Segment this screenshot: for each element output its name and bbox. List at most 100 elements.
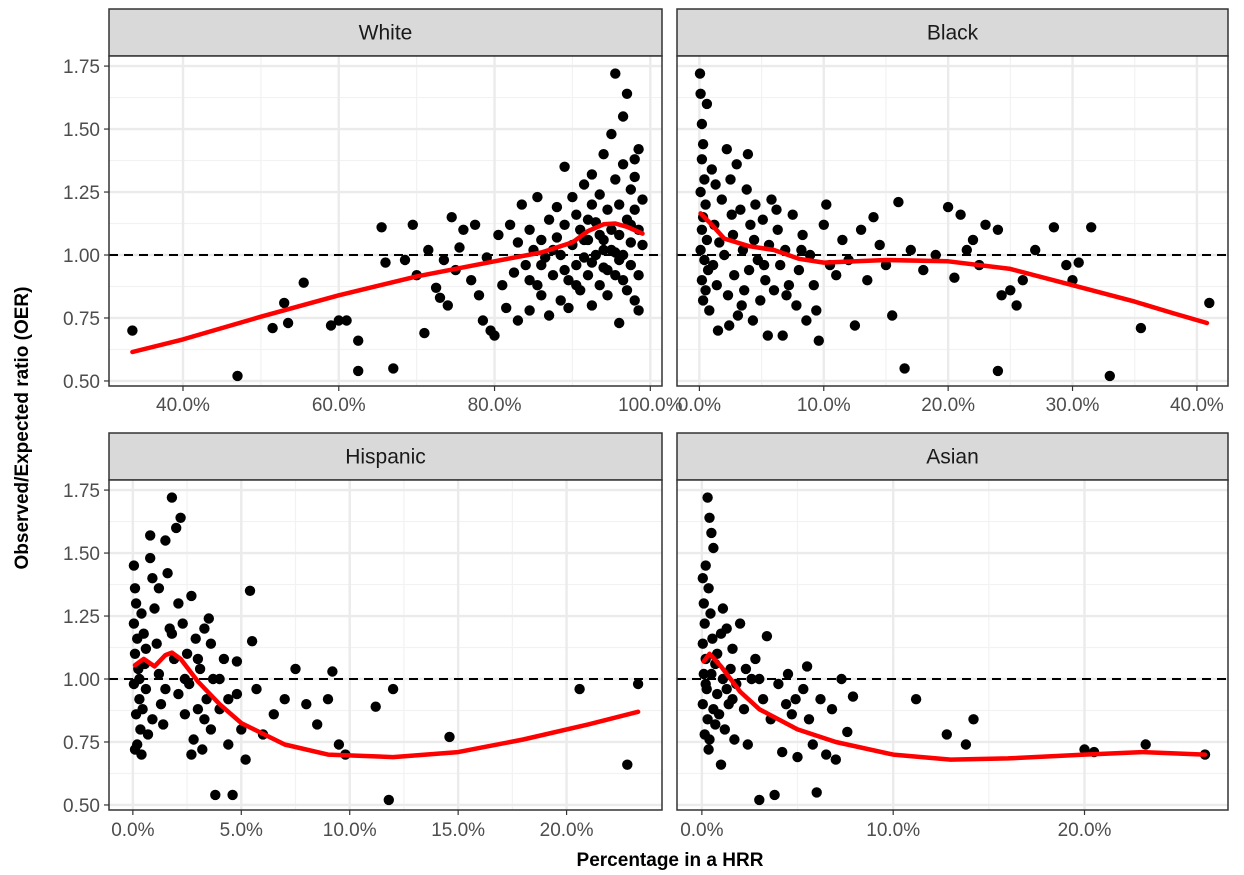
data-point: [341, 315, 352, 326]
data-point: [1140, 739, 1151, 750]
data-point: [423, 244, 434, 256]
data-point: [727, 694, 738, 705]
data-point: [166, 492, 178, 503]
data-point: [151, 638, 162, 649]
data-point: [831, 270, 842, 281]
data-point: [1086, 222, 1097, 233]
data-point: [175, 512, 186, 523]
x-tick-label: 10.0%: [797, 395, 851, 416]
data-point: [567, 191, 578, 203]
data-point: [383, 794, 394, 806]
data-point: [201, 694, 212, 705]
data-point: [532, 191, 543, 203]
data-point: [571, 209, 582, 220]
x-tick-label: 40.0%: [1170, 395, 1224, 416]
data-point: [862, 275, 873, 286]
data-point: [192, 704, 204, 715]
data-point: [830, 754, 841, 765]
data-point: [757, 694, 769, 705]
data-point: [699, 618, 710, 629]
data-point: [703, 583, 714, 594]
data-point: [719, 249, 730, 261]
data-point: [210, 789, 221, 801]
data-point: [697, 638, 708, 649]
data-point: [555, 249, 566, 261]
smooth-curve: [130, 221, 645, 355]
x-tick-label: 20.0%: [921, 395, 975, 416]
data-point: [1204, 297, 1215, 309]
data-point: [399, 254, 411, 266]
data-point: [621, 88, 633, 100]
data-point: [614, 254, 625, 266]
data-point: [804, 249, 816, 261]
data-point: [469, 219, 481, 230]
data-point: [826, 704, 838, 715]
data-point: [717, 603, 729, 614]
data-point: [493, 229, 504, 241]
data-point: [703, 744, 714, 755]
data-point: [240, 754, 251, 765]
data-point: [930, 249, 941, 261]
data-point: [267, 322, 278, 334]
data-point: [282, 317, 294, 329]
data-point: [777, 746, 788, 758]
data-point: [602, 204, 613, 215]
data-point: [942, 201, 954, 213]
data-point: [606, 128, 617, 140]
data-point: [1011, 300, 1022, 311]
data-point: [199, 714, 210, 725]
data-point: [768, 285, 780, 296]
data-point: [136, 749, 147, 760]
data-point: [772, 224, 783, 235]
panel-background: [677, 480, 1228, 810]
data-point: [714, 237, 725, 248]
data-point: [380, 257, 391, 268]
data-point: [739, 285, 750, 296]
x-tick-label: 10.0%: [323, 820, 377, 841]
data-point: [738, 704, 750, 715]
data-point: [695, 88, 706, 100]
data-point: [179, 709, 191, 720]
data-point: [158, 719, 169, 730]
data-point: [762, 330, 773, 341]
data-point: [721, 683, 732, 695]
data-point: [606, 224, 617, 235]
data-point: [543, 214, 555, 225]
data-point: [140, 683, 152, 695]
data-point: [880, 259, 892, 271]
data-point: [727, 229, 739, 241]
data-point: [893, 196, 904, 208]
data-point: [1104, 370, 1116, 382]
data-point: [729, 734, 740, 745]
data-point: [700, 199, 711, 210]
data-point: [842, 726, 853, 738]
panel-black: Black 0.0% 10.0% 20.0% 30.0% 40.0%: [676, 8, 1229, 416]
x-tick-label: 20.0%: [540, 820, 594, 841]
data-point: [818, 219, 829, 230]
data-point: [725, 174, 736, 185]
data-point: [706, 527, 717, 539]
data-point: [755, 295, 766, 306]
data-point: [1017, 275, 1028, 286]
data-point: [536, 290, 547, 301]
data-point: [446, 212, 457, 223]
data-point: [918, 264, 929, 276]
data-point: [781, 290, 792, 301]
data-point: [153, 583, 165, 594]
data-point: [796, 244, 807, 256]
data-point: [602, 264, 613, 276]
data-point: [707, 633, 718, 644]
data-point: [960, 739, 972, 750]
data-point: [621, 285, 633, 296]
data-point: [430, 282, 442, 293]
data-point: [551, 201, 563, 213]
x-tick-label: 0.0%: [678, 395, 721, 416]
data-point: [322, 694, 334, 705]
panel-border: [108, 479, 663, 811]
data-point: [516, 199, 527, 210]
y-tick-label: 0.75: [63, 733, 100, 754]
data-point: [160, 683, 171, 695]
data-point: [582, 270, 594, 281]
panel-background: [109, 56, 662, 386]
